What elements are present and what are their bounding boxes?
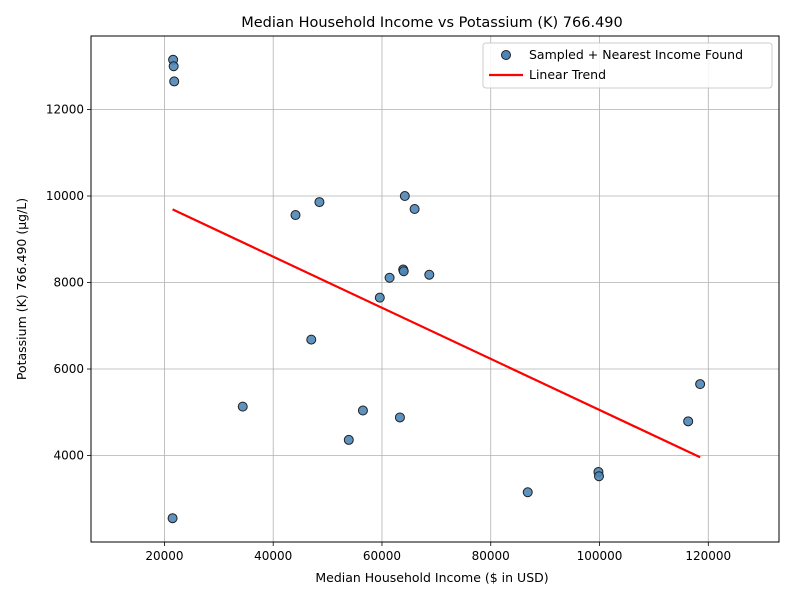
- data-point: [522, 487, 533, 498]
- data-point: [593, 471, 604, 482]
- data-point: [306, 334, 317, 345]
- legend-marker-scatter: [501, 50, 511, 60]
- data-point: [384, 272, 395, 283]
- data-point: [290, 210, 301, 221]
- y-axis-ticks: 4000 6000 8000 10000 12000: [46, 103, 91, 463]
- data-point: [357, 405, 368, 416]
- x-tick-label: 100000: [577, 549, 623, 563]
- chart-title: Median Household Income vs Potassium (K)…: [241, 15, 623, 31]
- trend-layer: [172, 208, 701, 459]
- legend-box: [482, 42, 773, 89]
- y-tick-label: 4000: [53, 449, 84, 463]
- data-points: [167, 54, 706, 524]
- y-tick-label: 10000: [46, 189, 84, 203]
- data-point: [314, 197, 325, 208]
- data-point: [167, 513, 178, 524]
- x-tick-label: 80000: [472, 549, 510, 563]
- x-tick-label: 120000: [685, 549, 731, 563]
- x-tick-label: 60000: [363, 549, 401, 563]
- data-point: [409, 203, 420, 214]
- data-point: [398, 266, 409, 277]
- legend-label-trend: Linear Trend: [529, 67, 606, 82]
- x-axis-ticks: 20000 40000 60000 80000 100000 120000: [145, 542, 731, 563]
- data-point: [168, 61, 179, 72]
- grid-lines: [91, 36, 779, 542]
- x-tick-label: 40000: [254, 549, 292, 563]
- data-point: [343, 434, 354, 445]
- trend-line: [172, 208, 701, 459]
- y-axis-label: Potassium (K) 766.490 (µg/L): [14, 198, 29, 380]
- data-point: [399, 191, 410, 202]
- plot-frame: [90, 35, 780, 543]
- data-point: [695, 379, 706, 390]
- x-tick-label: 20000: [145, 549, 183, 563]
- y-tick-label: 8000: [53, 276, 84, 290]
- y-tick-label: 12000: [46, 103, 84, 117]
- data-point: [424, 269, 435, 280]
- data-point: [169, 76, 180, 87]
- y-tick-label: 6000: [53, 362, 84, 376]
- data-point: [237, 401, 248, 412]
- legend-label-scatter: Sampled + Nearest Income Found: [529, 47, 743, 62]
- data-point: [394, 412, 405, 423]
- data-point: [683, 416, 694, 427]
- x-axis-label: Median Household Income ($ in USD): [315, 570, 548, 585]
- data-point: [374, 292, 385, 303]
- legend: Sampled + Nearest Income Found Linear Tr…: [482, 42, 773, 89]
